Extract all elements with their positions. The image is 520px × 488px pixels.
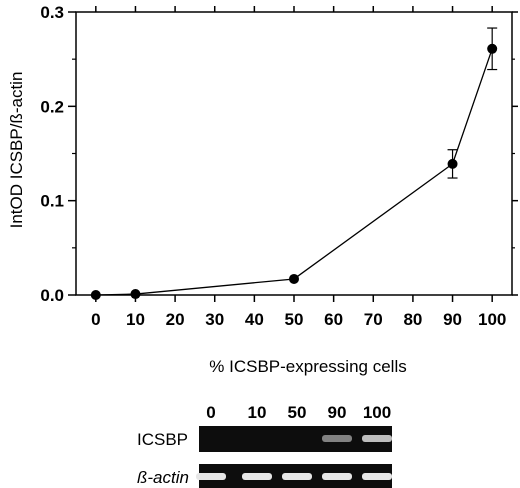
gel-strip [199, 426, 392, 452]
chart-marks [90, 27, 498, 300]
gel-group: 0 10 50 90 100 ICSBP ß-actin [137, 403, 392, 488]
x-tick-label: 0 [91, 310, 100, 329]
y-tick-label: 0.1 [40, 192, 64, 211]
data-point [487, 43, 498, 54]
series-line [95, 48, 493, 296]
plot-frame [75, 11, 513, 296]
y-tick-label: 0.3 [40, 3, 64, 22]
gel-band [322, 435, 352, 442]
gel-band [242, 473, 272, 480]
gel-row-label: ICSBP [137, 430, 188, 449]
chart-axes: 0 10 20 30 40 50 60 70 80 90 100 0.0 0.1 0.2 0.3 [40, 3, 518, 329]
line-chart: 0 10 20 30 40 50 60 70 80 90 100 0.0 0.1 0.2 0.3 [40, 3, 518, 329]
data-point [289, 273, 299, 284]
data-point [130, 289, 141, 300]
gel-lane-label: 50 [288, 403, 307, 422]
x-tick-label: 60 [324, 310, 343, 329]
gel-band [322, 473, 352, 480]
gel-band [362, 473, 392, 480]
x-tick-label: 20 [166, 310, 185, 329]
gel-band [282, 473, 312, 480]
x-tick-label: 80 [403, 310, 422, 329]
y-axis-label: IntOD ICSBP/ß-actin [7, 72, 26, 229]
x-tick-label: 50 [285, 310, 304, 329]
x-axis-label-wrap: % ICSBP-expressing cells [209, 357, 406, 376]
x-axis-label: % ICSBP-expressing cells [209, 357, 406, 376]
gel-panel: 0 10 50 90 100 ICSBP ß-actin [137, 403, 392, 488]
y-axis-title-wrap: IntOD ICSBP/ß-actin [7, 72, 26, 229]
x-tick-label: 90 [443, 310, 462, 329]
gel-lane-label: 0 [206, 403, 215, 422]
gel-lane-label: 10 [248, 403, 267, 422]
x-tick-label: 70 [364, 310, 383, 329]
gel-band [362, 435, 392, 442]
x-tick-label: 40 [245, 310, 264, 329]
x-tick-label: 100 [478, 310, 506, 329]
gel-lane-label: 100 [363, 403, 391, 422]
x-tick-label: 10 [126, 310, 145, 329]
gel-band [196, 473, 226, 480]
data-point [447, 158, 458, 169]
gel-row-label: ß-actin [137, 468, 189, 487]
y-tick-label: 0.2 [40, 97, 64, 116]
gel-lane-label: 90 [328, 403, 347, 422]
y-tick-label: 0.0 [40, 286, 64, 305]
x-tick-label: 30 [205, 310, 224, 329]
data-point [90, 290, 101, 300]
